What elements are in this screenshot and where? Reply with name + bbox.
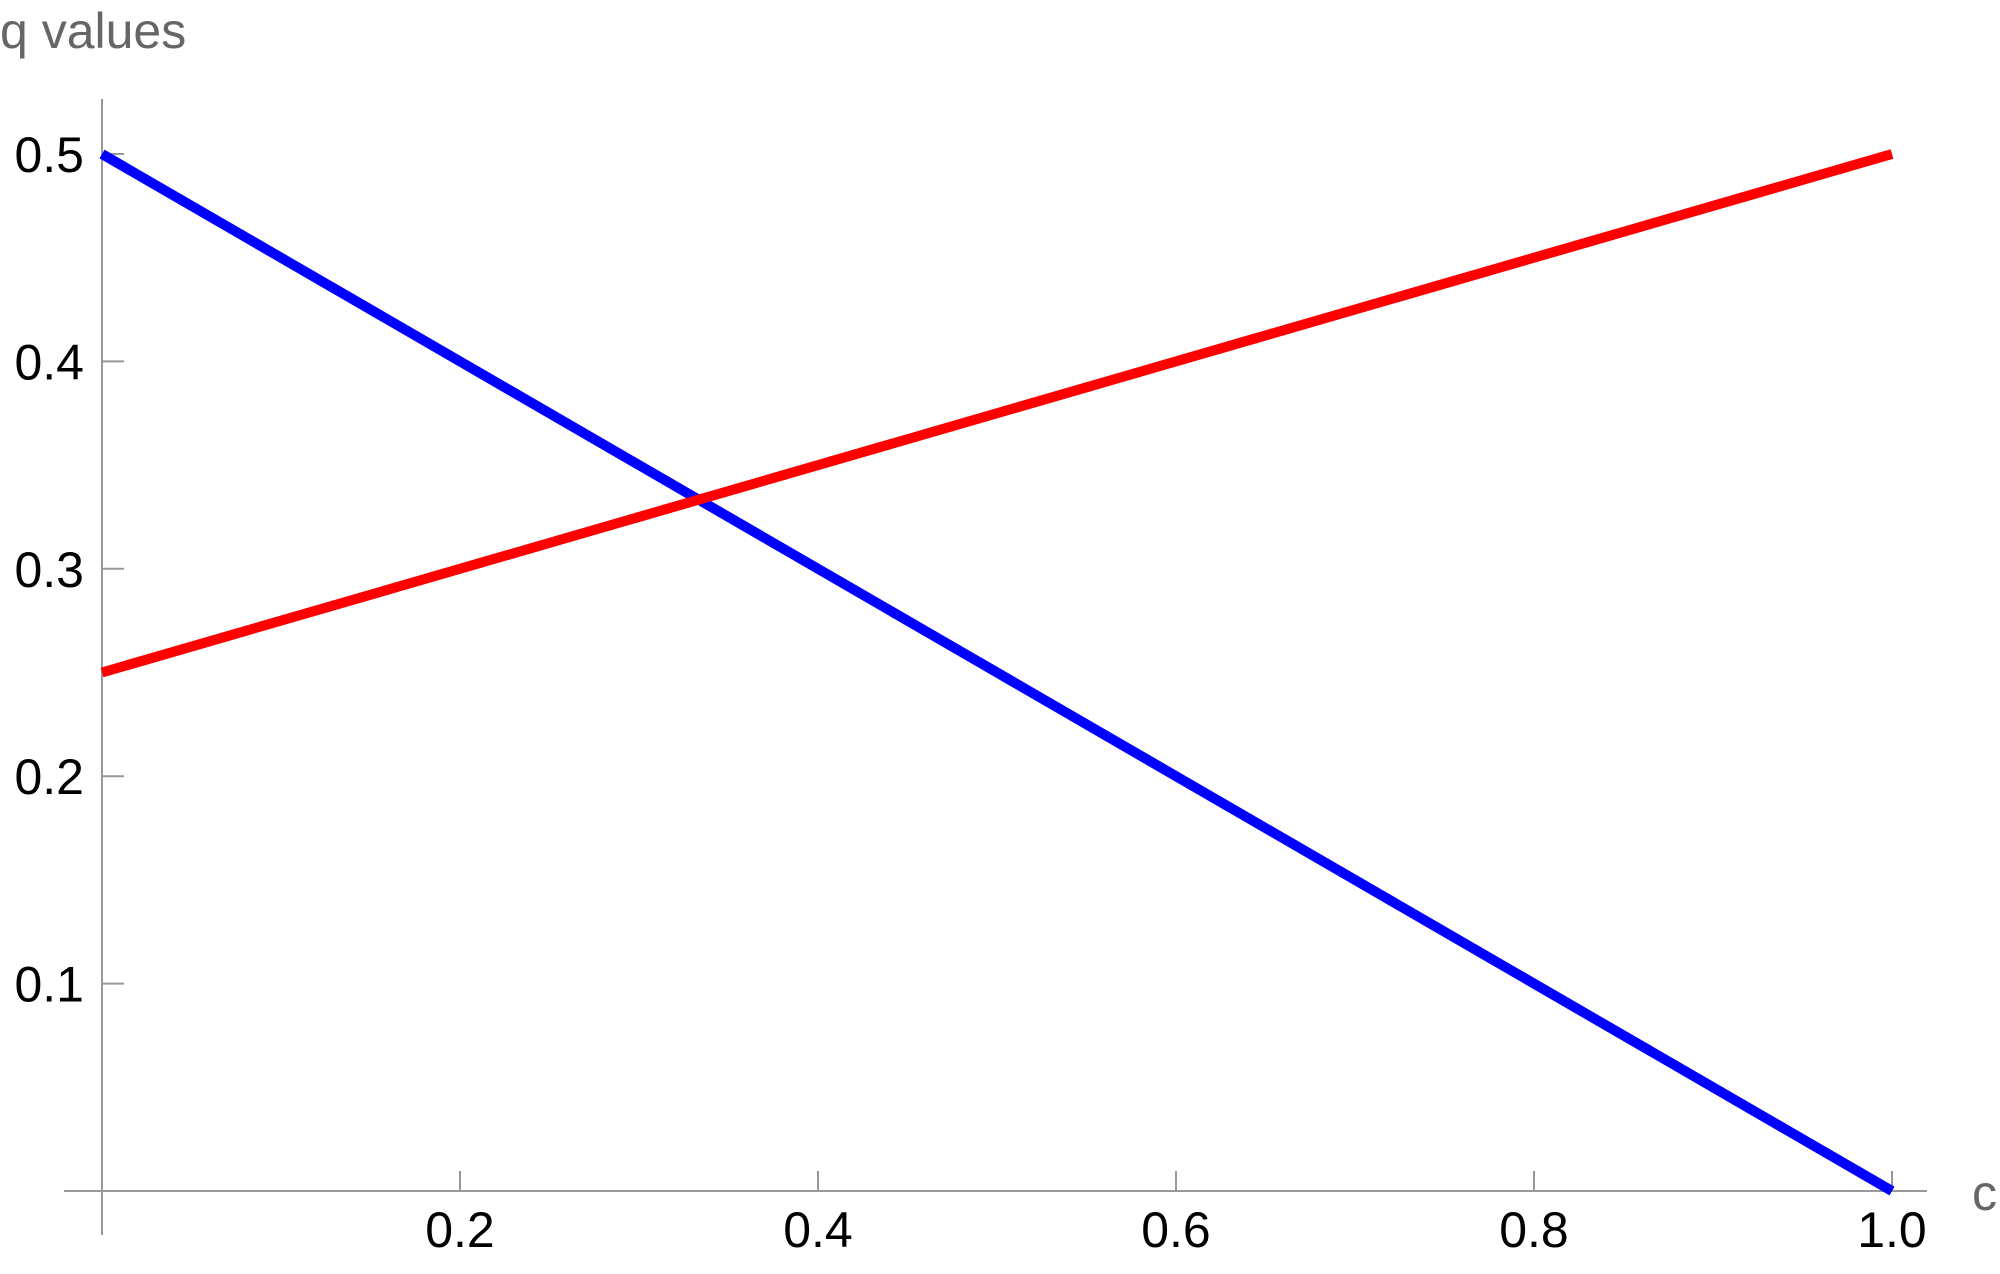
x-tick-label: 0.6 <box>1141 1202 1211 1258</box>
series-line <box>99 149 1895 1196</box>
y-tick-label: 0.5 <box>14 127 84 183</box>
x-tick-label: 0.2 <box>425 1202 495 1258</box>
y-tick-label: 0.1 <box>14 957 84 1013</box>
x-axis-label: c <box>1972 1165 1997 1221</box>
series-line <box>100 149 1894 678</box>
y-axis-label: q values <box>0 3 186 59</box>
x-tick-label: 0.4 <box>783 1202 853 1258</box>
y-tick-label: 0.3 <box>14 542 84 598</box>
y-tick-label: 0.4 <box>14 334 84 390</box>
x-tick-label: 0.8 <box>1499 1202 1569 1258</box>
x-tick-label: 1.0 <box>1857 1202 1927 1258</box>
y-tick-label: 0.2 <box>14 749 84 805</box>
